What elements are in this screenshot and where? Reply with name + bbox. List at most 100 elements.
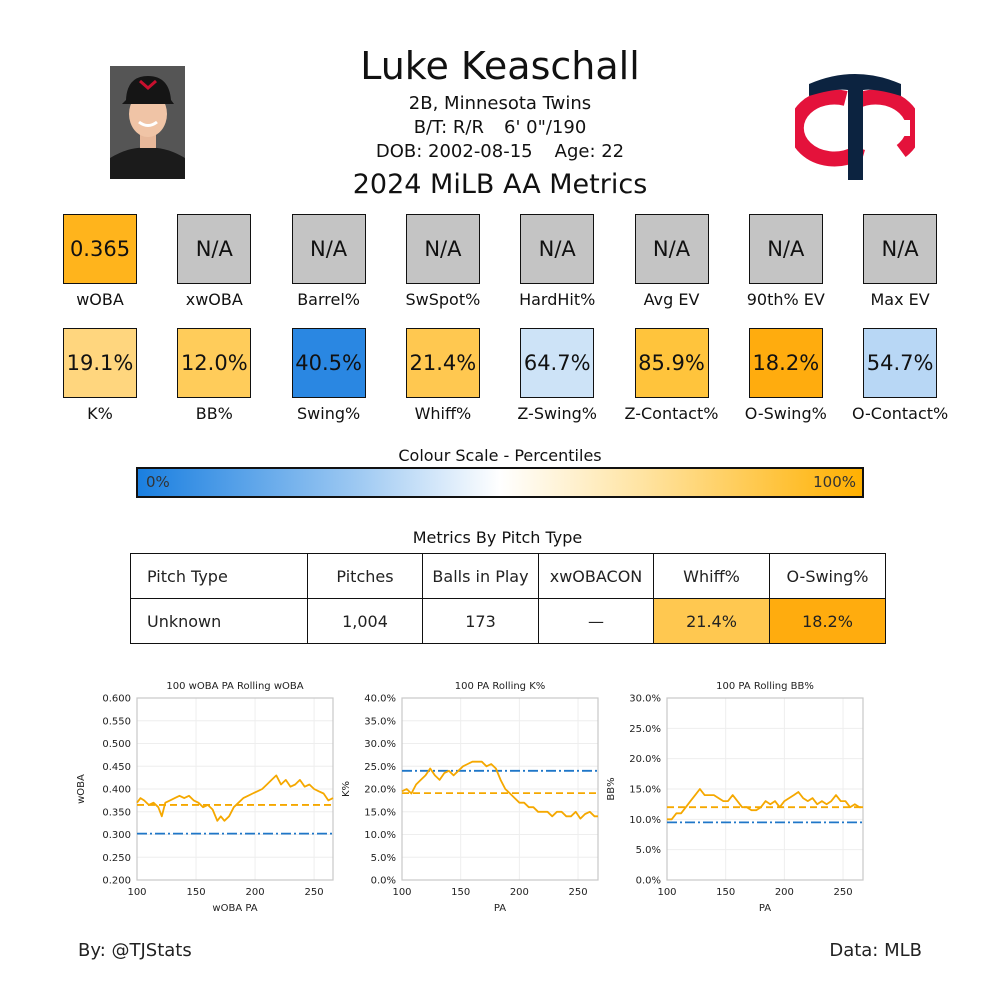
x-tick-label: 150 [186,887,205,898]
y-tick-label: 0.200 [102,876,131,887]
player-position-team: 2B, Minnesota Twins [408,93,592,114]
metric-tile-label: O-Contact% [851,404,949,423]
player-headshot [110,66,185,179]
player-name: Luke Keaschall [360,44,640,88]
table-header-cell: Whiff% [653,553,770,599]
series-line [136,774,334,822]
twins-tc-logo-icon [788,74,922,180]
metric-tile-value: N/A [520,214,595,284]
y-tick-label: 0.400 [102,785,131,796]
y-tick-label: 25.0% [629,724,661,735]
y-tick-label: 40.0% [364,694,396,705]
metric-tile-value: 85.9% [634,328,709,398]
y-tick-label: 25.0% [364,762,396,773]
y-axis-label: BB% [606,777,617,800]
table-header-cell: Balls in Play [422,553,539,599]
colour-scale-max: 100% [813,473,856,491]
footer-author: By: @TJStats [78,940,192,961]
metric-tile-label: 90th% EV [746,290,825,309]
metric-tile-value: N/A [405,214,480,284]
metric-tile-value: N/A [177,214,252,284]
table-header-cell: Pitch Type [130,553,308,599]
y-tick-label: 0.0% [636,876,661,887]
chart-title: 100 PA Rolling BB% [716,681,814,692]
y-tick-label: 0.500 [102,739,131,750]
pitch-type-table: Pitch Type Pitches Balls in Play xwOBACON Wh… [130,553,886,644]
x-tick-label: 150 [716,887,735,898]
player-dob-age: DOB: 2002-08-15 Age: 22 [250,141,750,162]
y-tick-label: 0.350 [102,807,131,818]
y-tick-label: 0.300 [102,830,131,841]
chart-rolling-bb: 100 PA Rolling BB% 0.0% 5.0% 10.0% 15.0% 20.0… [606,681,864,914]
y-tick-label: 5.0% [371,853,396,864]
x-axis-label: wOBA PA [212,903,257,914]
x-axis-label: PA [494,903,506,914]
x-tick-label: 150 [451,887,470,898]
y-tick-label: 20.0% [629,754,661,765]
table-cell: 18.2% [769,598,886,644]
x-tick-label: 100 [657,887,676,898]
table-header-cell: Pitches [307,553,423,599]
plot-frame [666,697,864,881]
table-cell: — [538,598,654,644]
metric-tile-value: 64.7% [520,328,595,398]
metric-tile-value: 21.4% [405,328,480,398]
x-tick-label: 250 [834,887,853,898]
y-tick-label: 5.0% [636,845,661,856]
chart-title: 100 wOBA PA Rolling wOBA [166,681,303,692]
table-cell: Unknown [130,598,308,644]
plot-frame [136,697,334,881]
player-bt-size: B/T: R/R 6' 0"/190 [250,117,750,138]
metric-tile-label: xwOBA [185,290,243,309]
y-tick-label: 35.0% [364,716,396,727]
x-axis-label: PA [759,903,771,914]
y-tick-label: 20.0% [364,785,396,796]
team-logo [788,62,922,182]
metric-tile-value: 40.5% [291,328,366,398]
metric-tile-value: 18.2% [748,328,823,398]
pitch-table-title: Metrics By Pitch Type [412,528,583,547]
x-tick-label: 200 [510,887,529,898]
metric-tile-value: 0.365 [63,214,137,284]
metric-tile-label: Barrel% [297,290,360,309]
player-dob: DOB: 2002-08-15 [375,141,533,162]
metric-tile-label: K% [87,404,113,423]
y-tick-label: 10.0% [629,815,661,826]
y-axis-label: wOBA [76,774,87,804]
metric-tile-value: N/A [634,214,709,284]
y-tick-label: 0.600 [102,694,131,705]
table-cell: 173 [422,598,539,644]
table-cell: 1,004 [307,598,423,644]
table-row: Unknown 1,004 173—21.4% 18.2% [130,598,886,644]
metric-tile-label: Z-Swing% [517,404,597,423]
x-tick-label: 200 [775,887,794,898]
metric-tile-label: SwSpot% [405,290,481,309]
y-tick-label: 0.550 [102,716,131,727]
y-tick-label: 15.0% [629,785,661,796]
player-bt: B/T: R/R [413,117,484,138]
metric-tile-value: N/A [863,214,938,284]
chart-title: 100 PA Rolling K% [455,681,546,692]
metric-tile-value: N/A [291,214,366,284]
table-header-cell: O-Swing% [769,553,886,599]
y-tick-label: 0.0% [371,876,396,887]
headshot-icon [110,66,185,179]
player-height-weight: 6' 0"/190 [504,117,587,138]
metric-tile-value: N/A [748,214,823,284]
metric-tile-label: Z-Contact% [624,404,719,423]
y-tick-label: 30.0% [629,694,661,705]
section-title: 2024 MiLB AA Metrics [352,169,648,200]
chart-rolling-woba: 100 wOBA PA Rolling wOBA 0.200 0.250 0.300 0… [76,681,334,914]
x-tick-label: 200 [246,887,265,898]
y-tick-label: 0.450 [102,762,131,773]
x-tick-label: 250 [305,887,324,898]
y-axis-label: K% [341,781,352,797]
table-header-row: Pitch Type Pitches Balls in Play xwOBACON Wh… [130,553,886,599]
y-tick-label: 0.250 [102,853,131,864]
metric-tile-label: Whiff% [414,404,472,423]
metric-tile-label: BB% [195,404,233,423]
footer-data-source: Data: MLB [829,940,922,961]
x-tick-label: 100 [127,887,146,898]
colour-scale-bar: 0% 100% [136,467,864,498]
y-tick-label: 10.0% [364,830,396,841]
